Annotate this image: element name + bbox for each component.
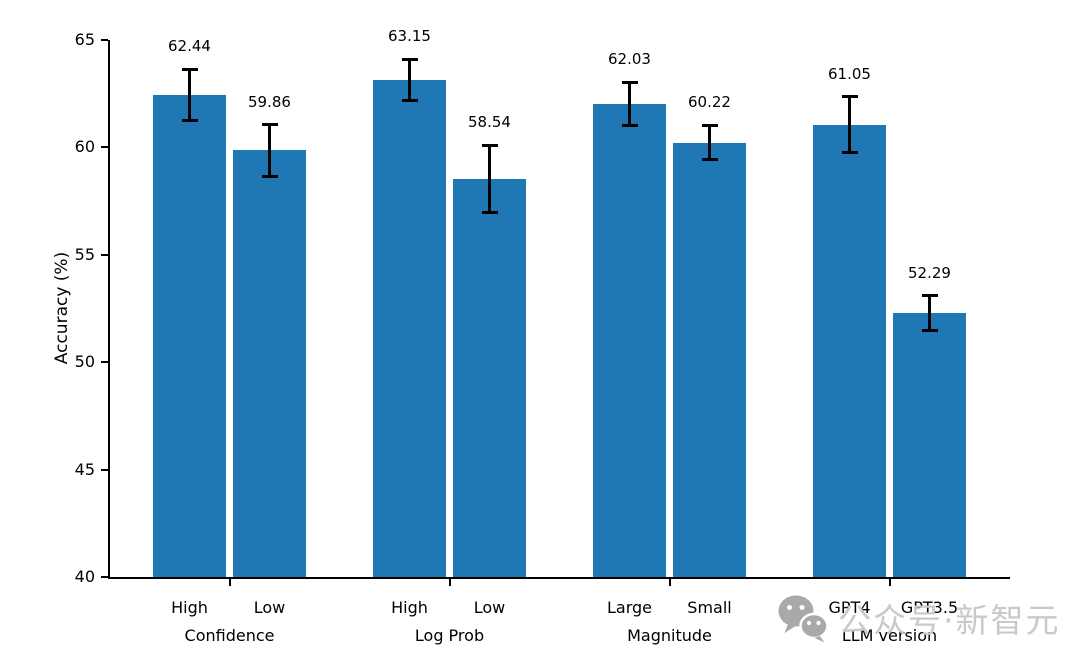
group-label: Log Prob bbox=[414, 626, 485, 645]
error-bar-cap-bottom bbox=[401, 98, 418, 102]
bar-value-label: 62.03 bbox=[608, 50, 651, 69]
y-axis-line bbox=[108, 40, 110, 579]
y-tick-label: 50 bbox=[74, 352, 95, 372]
x-tick-label: Low bbox=[473, 598, 506, 617]
x-tick bbox=[668, 579, 671, 586]
bar bbox=[153, 94, 226, 577]
y-axis-title: Accuracy (%) bbox=[52, 251, 72, 365]
error-bar-cap-top bbox=[701, 123, 718, 127]
x-tick-label: GPT3.5 bbox=[900, 598, 959, 617]
y-tick-label: 65 bbox=[74, 30, 95, 49]
bar-value-label: 52.29 bbox=[908, 263, 951, 282]
error-bar-cap-bottom bbox=[701, 158, 718, 162]
watermark-text: 公众号·新智元 bbox=[838, 601, 1061, 640]
x-tick-label: High bbox=[171, 598, 208, 617]
error-bar-cap-bottom bbox=[481, 210, 498, 214]
error-bar bbox=[928, 295, 931, 331]
y-tick bbox=[101, 576, 108, 578]
error-bar bbox=[708, 125, 711, 160]
x-tick bbox=[888, 579, 891, 586]
bar bbox=[593, 103, 666, 577]
error-bar bbox=[408, 59, 411, 101]
error-bar-cap-top bbox=[841, 95, 858, 99]
error-bar bbox=[188, 69, 191, 121]
error-bar-cap-top bbox=[181, 67, 198, 71]
y-tick-label: 45 bbox=[74, 459, 95, 479]
y-tick-label: 40 bbox=[74, 567, 95, 586]
error-bar-cap-top bbox=[621, 80, 638, 84]
error-bar-cap-top bbox=[481, 143, 498, 147]
x-tick-label: Large bbox=[606, 598, 652, 617]
error-bar bbox=[268, 124, 271, 177]
bar bbox=[893, 313, 966, 577]
error-bar bbox=[628, 82, 631, 126]
error-bar bbox=[488, 145, 491, 213]
bar bbox=[373, 79, 446, 577]
bar bbox=[673, 142, 746, 577]
bar bbox=[453, 178, 526, 577]
group-label: LLM version bbox=[841, 626, 938, 645]
x-axis-line bbox=[108, 577, 1010, 579]
error-bar-cap-bottom bbox=[181, 119, 198, 123]
error-bar-cap-bottom bbox=[621, 123, 638, 127]
error-bar-cap-top bbox=[261, 123, 278, 127]
error-bar-cap-bottom bbox=[261, 174, 278, 178]
error-bar-cap-top bbox=[401, 57, 418, 61]
y-tick bbox=[101, 361, 108, 364]
bar-value-label: 60.22 bbox=[688, 93, 731, 112]
group-label: Confidence bbox=[184, 626, 275, 645]
bar bbox=[813, 124, 886, 577]
error-bar bbox=[848, 96, 851, 153]
x-tick-label: Low bbox=[253, 598, 286, 617]
y-tick-label: 55 bbox=[74, 244, 95, 264]
group-label: Magnitude bbox=[627, 626, 712, 645]
x-tick bbox=[228, 579, 231, 586]
wechat-icon bbox=[778, 595, 829, 643]
y-tick-label: 60 bbox=[74, 137, 95, 157]
bar-value-label: 61.05 bbox=[828, 64, 871, 83]
error-bar-cap-bottom bbox=[841, 151, 858, 155]
bar bbox=[233, 150, 306, 577]
bar-value-label: 59.86 bbox=[248, 92, 291, 111]
bar-value-label: 63.15 bbox=[388, 27, 431, 46]
x-tick-label: GPT4 bbox=[828, 598, 871, 617]
y-tick bbox=[101, 39, 108, 41]
error-bar-cap-top bbox=[921, 294, 938, 298]
error-bar-cap-bottom bbox=[921, 328, 938, 332]
y-tick bbox=[101, 253, 108, 256]
x-tick bbox=[448, 579, 451, 586]
y-tick bbox=[101, 146, 108, 149]
bar-value-label: 62.44 bbox=[168, 37, 211, 56]
bar-value-label: 58.54 bbox=[468, 113, 511, 132]
y-tick bbox=[101, 468, 108, 471]
x-tick-label: Small bbox=[687, 598, 732, 617]
x-tick-label: High bbox=[391, 598, 428, 617]
watermark: 公众号·新智元 bbox=[776, 593, 1061, 643]
